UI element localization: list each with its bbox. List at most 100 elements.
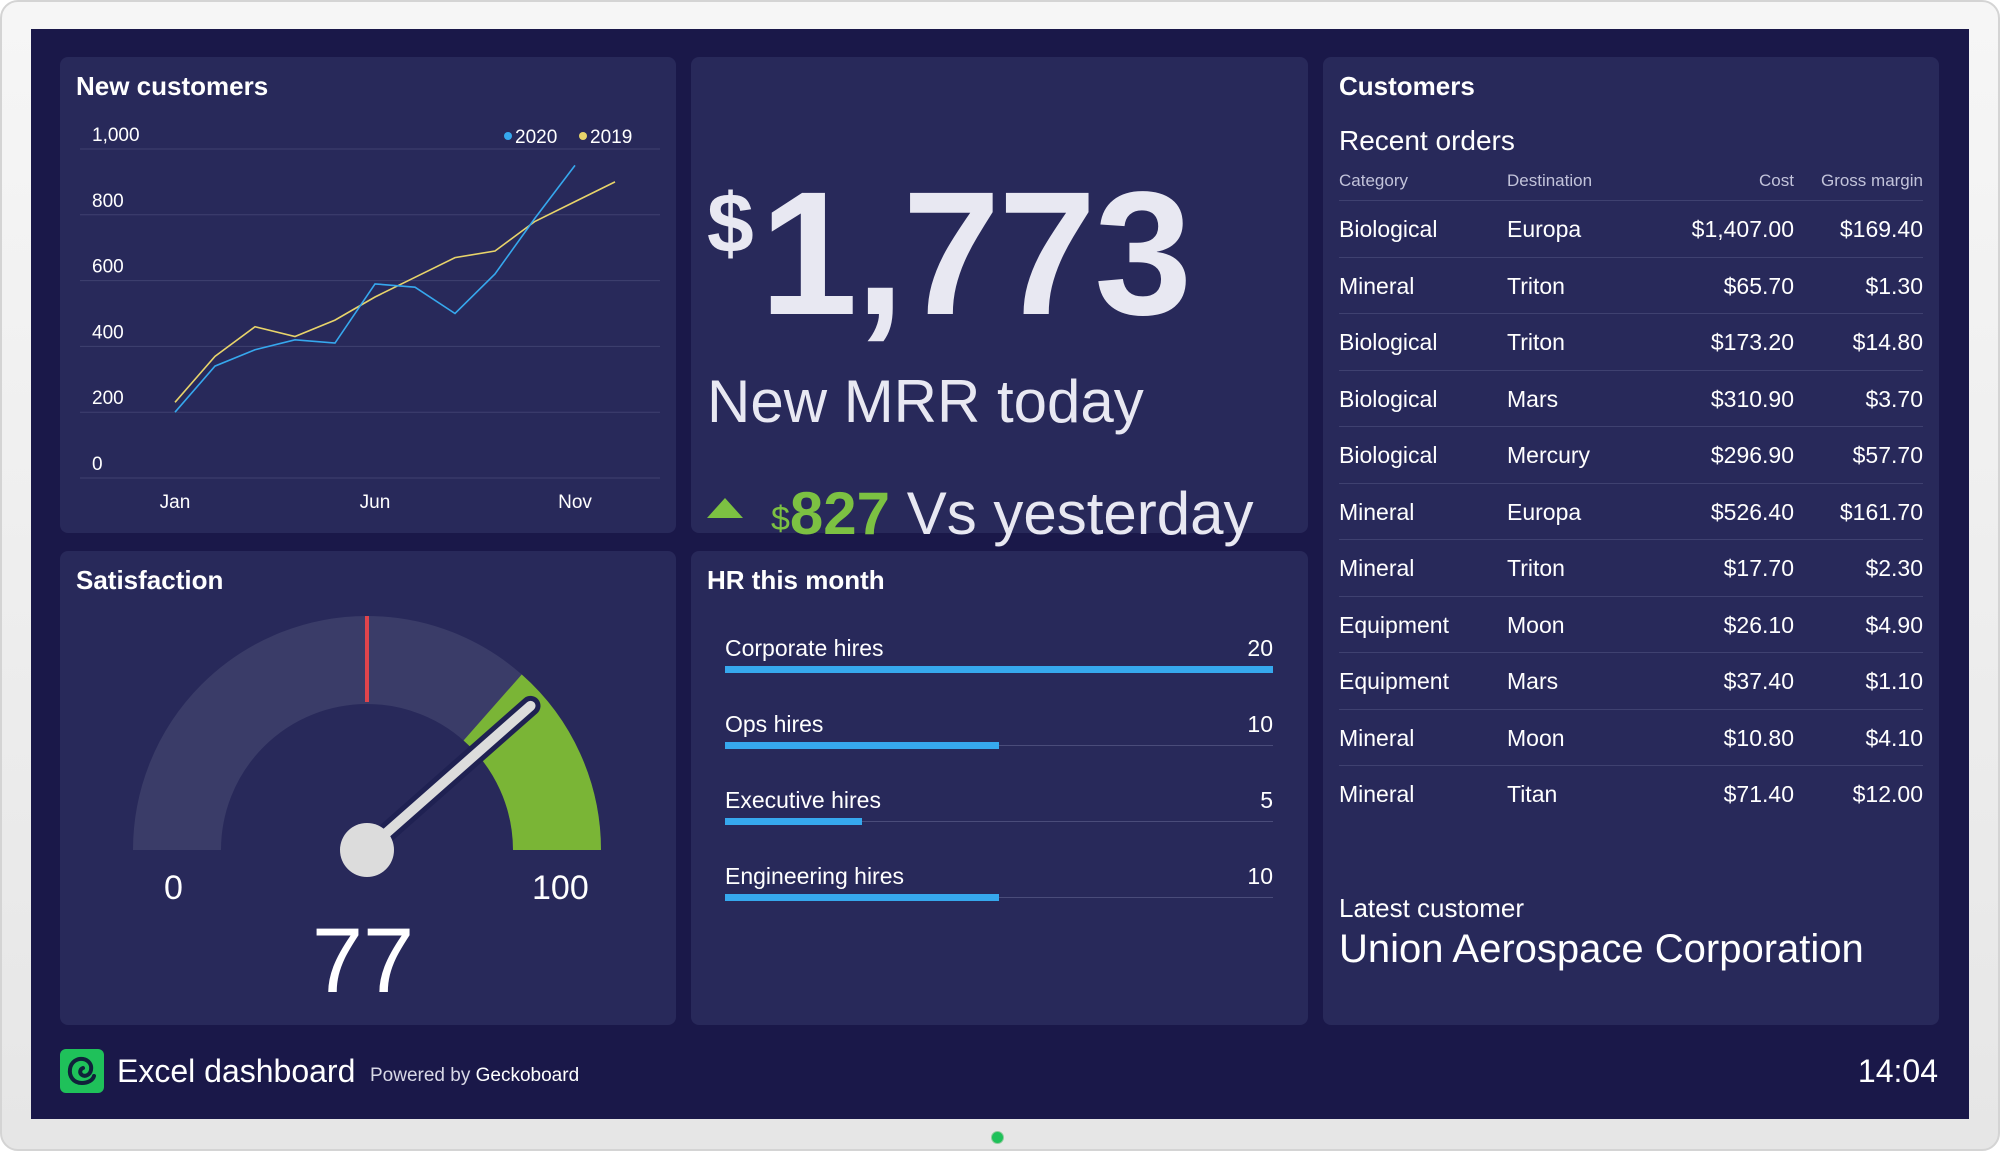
series-line-2019 (174, 181, 616, 403)
powered-by-brand: Geckoboard (475, 1065, 580, 1086)
x-tick-label: Nov (558, 492, 592, 513)
bar-fill (725, 818, 862, 825)
cell-destination: Mercury (1507, 442, 1591, 468)
table-row: Biological Europa $1,407.00 $169.40 (1339, 201, 1923, 258)
cell-destination: Triton (1507, 272, 1565, 299)
table-row: Biological Mercury $296.90 $57.70 (1339, 427, 1923, 484)
cell-cost: $1,407.00 (1691, 216, 1794, 242)
cell-destination: Moon (1507, 724, 1565, 751)
new-customers-widget: 0 200 400 600 800 1,000 Jan Jun Nov 2020 2019 New … (60, 57, 676, 533)
powered-by: Powered by Geckoboard (370, 1065, 579, 1087)
column-header: Cost (1759, 171, 1794, 190)
bar-label: Ops hires (725, 711, 824, 737)
table-header: Category Destination Cost Gross margin (1339, 167, 1923, 201)
table-row: Biological Mars $310.90 $3.70 (1339, 371, 1923, 427)
cell-cost: $310.90 (1710, 385, 1794, 412)
bar-fill (725, 666, 1273, 673)
gauge-value: 77 (311, 910, 415, 1012)
gauge-max-label: 100 (532, 869, 589, 907)
mrr-value: $1,773 (707, 153, 1192, 355)
cell-gross-margin: $14.80 (1852, 329, 1923, 355)
y-tick-label: 800 (92, 191, 124, 212)
power-indicator-light (991, 1131, 1004, 1144)
table-row: Equipment Mars $37.40 $1.10 (1339, 653, 1923, 710)
cell-gross-margin: $57.70 (1852, 442, 1923, 468)
mrr-currency: $ (707, 176, 754, 270)
y-tick-label: 600 (92, 257, 124, 278)
cell-destination: Mars (1507, 668, 1559, 694)
gauge-min-label: 0 (164, 869, 183, 907)
cell-gross-margin: $161.70 (1839, 498, 1923, 525)
cell-destination: Triton (1507, 329, 1565, 355)
x-tick-label: Jan (160, 492, 191, 513)
clock: 14:04 (1857, 1053, 1938, 1089)
bar-value: 10 (1247, 863, 1273, 889)
cell-cost: $296.90 (1710, 442, 1794, 468)
powered-by-prefix: Powered by (370, 1065, 471, 1086)
cell-destination: Titan (1507, 781, 1558, 807)
dashboard-title: Excel dashboard (117, 1053, 356, 1089)
recent-orders-table: Category Destination Cost Gross margin B… (1339, 167, 1923, 823)
cell-category: Equipment (1339, 668, 1449, 694)
cell-gross-margin: $4.10 (1865, 724, 1923, 751)
bar-fill (725, 742, 999, 749)
cell-category: Mineral (1339, 555, 1415, 581)
legend-label: 2019 (590, 127, 632, 148)
gauge-hub (340, 823, 394, 877)
latest-customer-name: Union Aerospace Corporation (1339, 927, 1864, 971)
column-header: Gross margin (1820, 171, 1923, 190)
bar-track (725, 821, 1273, 822)
legend-swatch (504, 132, 512, 140)
hr-bar-row: Executive hires 5 (725, 787, 1273, 857)
cell-cost: $37.40 (1723, 668, 1794, 694)
hr-bar-row: Engineering hires 10 (725, 863, 1273, 933)
cell-cost: $173.20 (1710, 329, 1794, 355)
column-header: Destination (1507, 171, 1593, 190)
hr-bar-row: Corporate hires 20 (725, 635, 1273, 705)
table-row: Mineral Moon $10.80 $4.10 (1339, 710, 1923, 766)
mrr-comparison: $827 Vs yesterday (707, 479, 1254, 548)
satisfaction-gauge (133, 616, 601, 877)
cell-destination: Europa (1507, 498, 1582, 525)
cell-category: Equipment (1339, 611, 1449, 638)
y-tick-label: 200 (92, 388, 124, 409)
widget-title: Satisfaction (76, 565, 224, 595)
mrr-label: New MRR today (707, 368, 1144, 435)
cell-cost: $65.70 (1723, 272, 1794, 299)
cell-category: Mineral (1339, 498, 1415, 525)
legend-swatch (579, 132, 587, 140)
gauge-needle (362, 700, 536, 855)
cell-category: Mineral (1339, 272, 1415, 299)
cell-category: Mineral (1339, 781, 1415, 807)
cell-category: Biological (1339, 216, 1438, 242)
y-tick-label: 400 (92, 322, 124, 343)
bar-label: Executive hires (725, 787, 881, 813)
table-row: Biological Triton $173.20 $14.80 (1339, 314, 1923, 371)
table-row: Equipment Moon $26.10 $4.90 (1339, 597, 1923, 653)
hr-widget: HR this month Corporate hires 20 Ops hir… (691, 551, 1308, 1025)
satisfaction-widget: Satisfaction 0 100 77 (60, 551, 676, 1025)
gecko-swirl-icon (67, 1056, 96, 1085)
bar-fill (725, 894, 999, 901)
bar-value: 5 (1260, 787, 1273, 813)
cell-gross-margin: $4.90 (1865, 611, 1923, 638)
trend-up-icon (707, 498, 743, 518)
cell-gross-margin: $3.70 (1865, 385, 1923, 412)
mrr-widget: $1,773 New MRR today $827 Vs yesterday (691, 57, 1308, 547)
cell-category: Biological (1339, 442, 1438, 468)
hr-bar-row: Ops hires 10 (725, 711, 1273, 781)
bar-label: Engineering hires (725, 863, 905, 889)
bar-track (725, 745, 1273, 746)
delta-currency: $ (771, 500, 790, 538)
cell-category: Biological (1339, 329, 1438, 355)
legend-label: 2020 (515, 127, 557, 148)
cell-destination: Mars (1507, 385, 1559, 412)
cell-gross-margin: $12.00 (1852, 781, 1923, 807)
bar-label: Corporate hires (725, 635, 884, 661)
y-tick-label: 0 (92, 454, 103, 475)
x-tick-label: Jun (360, 492, 391, 513)
cell-gross-margin: $2.30 (1865, 555, 1923, 581)
cell-cost: $26.10 (1723, 611, 1794, 638)
bar-value: 10 (1247, 711, 1273, 737)
cell-gross-margin: $1.10 (1865, 668, 1923, 694)
